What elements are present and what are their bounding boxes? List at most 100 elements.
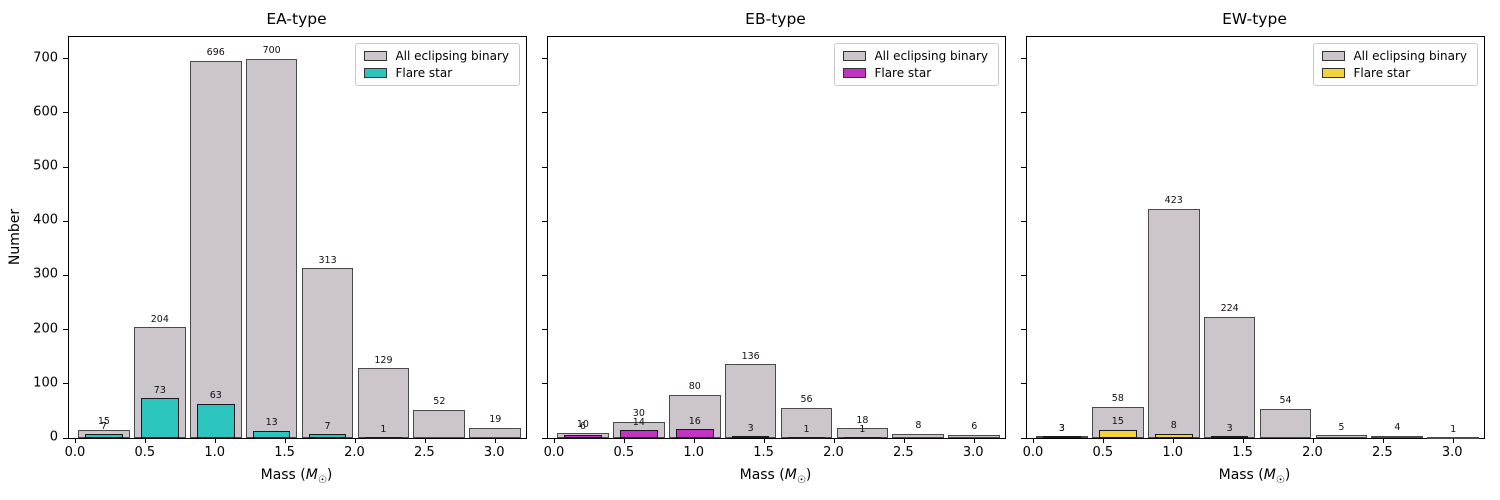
flare-star-bar: [564, 434, 602, 438]
all-binary-bar-value: 15: [97, 416, 110, 428]
legend-item-all-binary: All eclipsing binary: [843, 50, 988, 62]
flare-star-bar: [364, 437, 403, 439]
x-tick-mark: [1033, 438, 1035, 443]
all-binary-bar-value: 19: [489, 414, 502, 426]
x-axis-label: Mass (M☉): [1218, 467, 1291, 486]
x-tick-mark: [354, 438, 356, 443]
x-tick-label: 0.0: [543, 445, 565, 460]
x-tick-label: 2.0: [344, 445, 365, 460]
x-tick-mark: [694, 438, 696, 443]
all-binary-bar-value: 56: [800, 394, 813, 406]
y-axis-label: Number: [7, 208, 23, 265]
flare-star-bar-value: 6: [579, 421, 586, 433]
y-tick-mark: [1021, 329, 1026, 331]
y-tick-mark: [63, 58, 68, 60]
legend-item-flare-star: Flare star: [364, 67, 509, 79]
legend-item-all-binary: All eclipsing binary: [364, 50, 509, 62]
all-binary-bar: [301, 268, 354, 438]
x-axis-label: Mass (M☉): [739, 467, 812, 486]
all-binary-bar-value: 6: [971, 421, 978, 433]
x-tick-mark: [903, 438, 905, 443]
axes-ea-type: 15 204 696 700 313 129 52 19 7 73 63 13 7 1 All eclips…: [63, 36, 527, 443]
y-tick-mark: [1021, 383, 1026, 385]
x-tick-label: 0.5: [613, 445, 635, 460]
x-tick-label: 1.5: [274, 445, 295, 460]
x-tick-mark: [1452, 438, 1454, 443]
x-tick-mark: [1312, 438, 1314, 443]
x-tick-mark: [624, 438, 626, 443]
x-tick-label: 2.5: [893, 445, 914, 460]
flare-star-bar: [675, 429, 714, 438]
x-tick-label: 1.0: [1162, 445, 1184, 460]
y-tick-mark: [1021, 274, 1026, 276]
y-tick-mark: [63, 437, 68, 439]
x-tick-label: 3.0: [483, 445, 505, 460]
x-tick-label: 2.0: [823, 445, 844, 460]
all-binary-bar-value: 129: [374, 354, 393, 366]
flare-star-bar-value: 3: [747, 422, 754, 434]
flare-star-bar: [843, 437, 882, 439]
x-tick-label: 0.5: [134, 445, 156, 460]
legend-label: All eclipsing binary: [1353, 49, 1467, 63]
chart-title: EW-type: [1222, 10, 1287, 28]
flare-star-bar: [1043, 436, 1081, 439]
y-tick-label: 400: [33, 212, 58, 228]
x-tick-mark: [215, 438, 217, 443]
x-tick-mark: [75, 438, 77, 443]
all-binary-bar-value: 80: [688, 381, 701, 393]
all-binary-swatch-icon: [843, 51, 867, 61]
y-tick-mark: [63, 220, 68, 222]
flare-star-bar-value: 15: [1111, 416, 1124, 428]
y-tick-mark: [63, 274, 68, 276]
flare-star-bar-value: 3: [1058, 422, 1065, 434]
x-tick-label: 2.0: [1302, 445, 1323, 460]
y-tick-label: 500: [33, 158, 58, 174]
flare-star-bar: [787, 437, 826, 439]
y-tick-mark: [63, 166, 68, 168]
y-tick-mark: [1021, 220, 1026, 222]
all-binary-bar: [1259, 408, 1312, 438]
flare-star-bar-value: 13: [265, 417, 278, 429]
all-binary-bar-value: 58: [1111, 393, 1124, 405]
y-tick-mark: [1021, 58, 1026, 60]
flare-star-swatch-icon: [1322, 68, 1346, 78]
flare-star-swatch-icon: [364, 68, 388, 78]
x-tick-label: 1.5: [1232, 445, 1253, 460]
all-binary-bar-value: 136: [741, 350, 760, 362]
x-tick-label: 3.0: [1441, 445, 1463, 460]
y-tick-mark: [542, 220, 547, 222]
all-binary-bar: [189, 60, 242, 438]
all-binary-bar-value: 423: [1164, 195, 1183, 207]
flare-star-bar-value: 7: [324, 420, 331, 432]
axes-eb-type: 10 30 80 136 56 18 8 6 6 14 16 3 1 1 All eclipsing bin…: [542, 36, 1006, 443]
legend-item-flare-star: Flare star: [843, 67, 988, 79]
flare-star-bar: [1098, 429, 1137, 438]
y-tick-mark: [63, 112, 68, 114]
all-binary-bar-value: 4: [1394, 422, 1401, 434]
y-tick-mark: [542, 166, 547, 168]
all-binary-bar-value: 313: [318, 254, 337, 266]
all-binary-bar: [469, 427, 522, 438]
all-binary-bar: [724, 364, 777, 438]
y-tick-mark: [63, 329, 68, 331]
flare-star-bar: [85, 434, 123, 438]
legend: All eclipsing binary Flare star: [355, 43, 520, 86]
all-binary-bar-value: 3: [1058, 422, 1065, 434]
x-tick-mark: [1382, 438, 1384, 443]
flare-star-bar-value: 16: [688, 415, 701, 427]
y-tick-mark: [1021, 112, 1026, 114]
x-tick-mark: [285, 438, 287, 443]
y-tick-mark: [542, 274, 547, 276]
legend-label: Flare star: [874, 66, 932, 80]
flare-star-bar-value: 1: [859, 423, 866, 435]
y-tick-mark: [542, 112, 547, 114]
x-tick-mark: [764, 438, 766, 443]
flare-star-bar-value: 8: [1170, 420, 1177, 432]
y-tick-label: 300: [33, 266, 58, 282]
flare-star-bar-value: 3: [1226, 422, 1233, 434]
all-binary-bar-value: 54: [1279, 395, 1292, 407]
y-tick-label: 100: [33, 375, 58, 391]
y-tick-label: 0: [49, 429, 58, 445]
y-tick-mark: [1021, 437, 1026, 439]
legend-item-all-binary: All eclipsing binary: [1322, 50, 1467, 62]
